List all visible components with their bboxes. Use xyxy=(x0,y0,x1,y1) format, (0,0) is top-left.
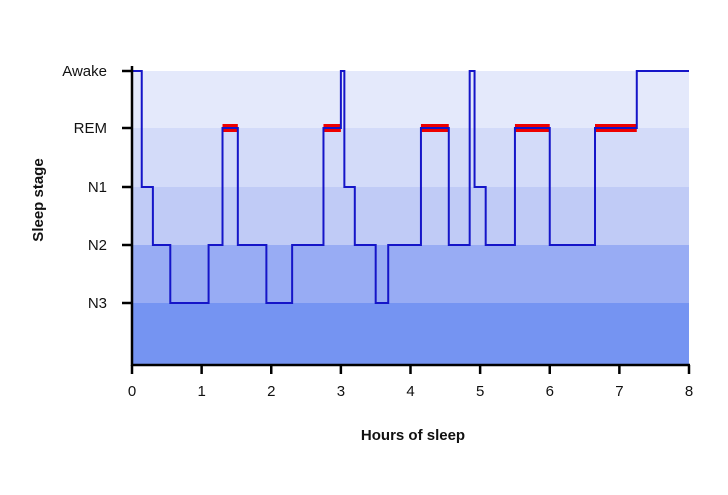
y-axis-title: Sleep stage xyxy=(30,158,47,241)
y-tick-label-rem: REM xyxy=(74,120,107,137)
band-n1 xyxy=(132,187,689,245)
x-tick-label: 4 xyxy=(406,383,414,400)
x-tick-label: 8 xyxy=(685,383,693,400)
y-tick-label-n2: N2 xyxy=(88,237,107,254)
x-tick-label: 6 xyxy=(546,383,554,400)
x-tick-label: 0 xyxy=(128,383,136,400)
y-tick-label-awake: Awake xyxy=(62,63,107,80)
x-tick-label: 3 xyxy=(337,383,345,400)
x-tick-label: 5 xyxy=(476,383,484,400)
band-awake xyxy=(132,71,689,128)
y-axis-ticks: Awake REM N1 N2 N3 xyxy=(62,63,132,312)
y-tick-label-n3: N3 xyxy=(88,295,107,312)
x-axis-ticks: 0 1 2 3 4 5 6 7 8 xyxy=(128,365,693,400)
x-tick-label: 1 xyxy=(197,383,205,400)
x-axis-title: Hours of sleep xyxy=(361,427,465,444)
y-tick-label-n1: N1 xyxy=(88,179,107,196)
x-tick-label: 7 xyxy=(615,383,623,400)
sleep-stage-line xyxy=(132,70,689,304)
band-n3 xyxy=(132,303,689,364)
stage-bands xyxy=(132,71,689,364)
band-rem xyxy=(132,128,689,187)
band-n2 xyxy=(132,245,689,303)
x-tick-label: 2 xyxy=(267,383,275,400)
